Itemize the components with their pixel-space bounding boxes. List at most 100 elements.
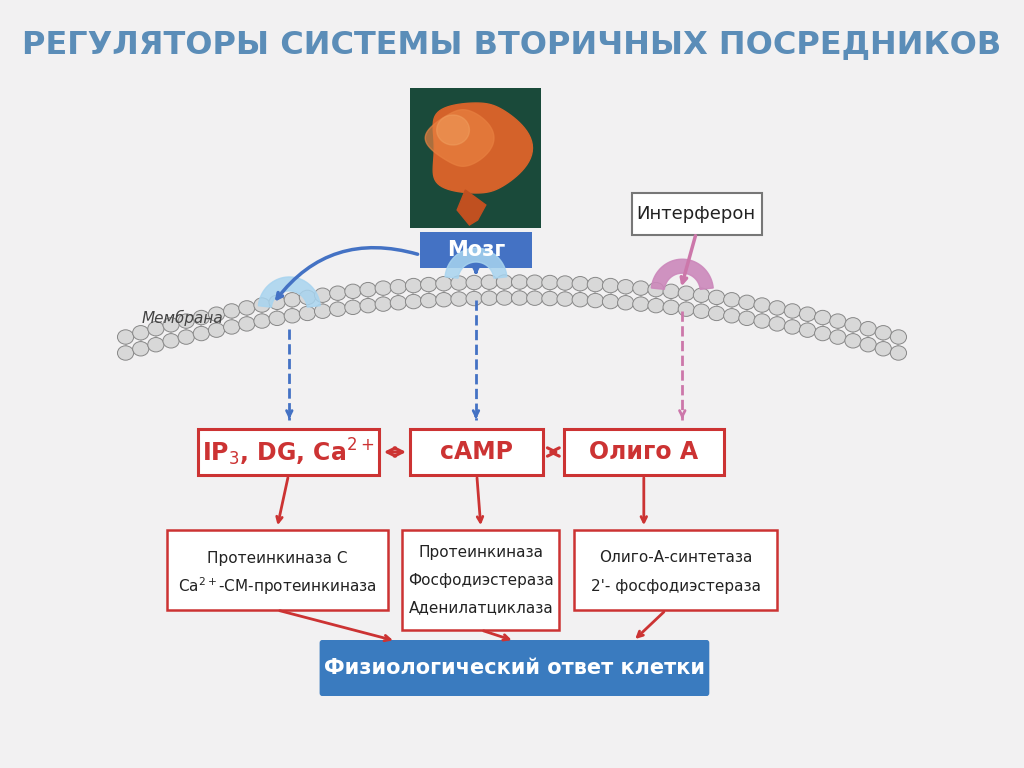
Ellipse shape: [724, 293, 739, 307]
Ellipse shape: [876, 326, 891, 340]
Ellipse shape: [829, 330, 846, 344]
FancyBboxPatch shape: [420, 232, 531, 268]
Ellipse shape: [147, 322, 164, 336]
Ellipse shape: [481, 291, 498, 306]
Text: Аденилатциклаза: Аденилатциклаза: [409, 601, 553, 615]
Ellipse shape: [178, 314, 195, 328]
Ellipse shape: [269, 295, 286, 310]
Ellipse shape: [845, 318, 861, 332]
Ellipse shape: [542, 276, 558, 290]
Polygon shape: [425, 110, 494, 167]
Ellipse shape: [194, 326, 210, 341]
Ellipse shape: [693, 304, 710, 319]
Ellipse shape: [359, 283, 376, 297]
Ellipse shape: [738, 295, 755, 310]
Ellipse shape: [133, 326, 148, 340]
Ellipse shape: [709, 290, 725, 305]
FancyBboxPatch shape: [411, 429, 543, 475]
Ellipse shape: [451, 292, 467, 306]
Ellipse shape: [209, 307, 224, 321]
Ellipse shape: [663, 284, 679, 299]
Ellipse shape: [617, 296, 634, 310]
Ellipse shape: [466, 291, 482, 306]
Polygon shape: [445, 248, 507, 278]
Ellipse shape: [223, 319, 240, 334]
Ellipse shape: [648, 299, 665, 313]
Ellipse shape: [526, 291, 543, 306]
Ellipse shape: [390, 280, 407, 294]
Ellipse shape: [572, 276, 589, 291]
Ellipse shape: [784, 304, 801, 318]
Ellipse shape: [587, 293, 603, 308]
Ellipse shape: [890, 329, 906, 344]
Polygon shape: [457, 190, 485, 225]
Ellipse shape: [406, 278, 422, 293]
Ellipse shape: [784, 319, 801, 334]
Text: Протеинкиназа С: Протеинкиназа С: [207, 551, 347, 565]
Ellipse shape: [845, 333, 861, 348]
Ellipse shape: [147, 337, 164, 352]
Ellipse shape: [285, 309, 300, 323]
FancyBboxPatch shape: [574, 530, 777, 610]
Text: Ca$^{2+}$-СМ-протеинкиназа: Ca$^{2+}$-СМ-протеинкиназа: [177, 575, 377, 597]
Ellipse shape: [466, 276, 482, 290]
FancyBboxPatch shape: [411, 88, 542, 228]
Text: Мембрана: Мембрана: [142, 310, 223, 326]
Ellipse shape: [663, 300, 679, 315]
Ellipse shape: [269, 311, 286, 326]
Ellipse shape: [754, 298, 770, 313]
FancyBboxPatch shape: [632, 193, 762, 235]
Ellipse shape: [557, 276, 573, 290]
Text: Олиго-А-синтетаза: Олиго-А-синтетаза: [599, 551, 753, 565]
Ellipse shape: [602, 278, 618, 293]
Ellipse shape: [860, 337, 877, 352]
Ellipse shape: [330, 286, 346, 300]
Ellipse shape: [587, 277, 603, 292]
Ellipse shape: [497, 291, 513, 305]
Text: cAMP: cAMP: [440, 440, 513, 464]
Ellipse shape: [375, 281, 391, 296]
FancyBboxPatch shape: [402, 530, 559, 630]
Ellipse shape: [223, 304, 240, 318]
Text: 2'- фосфодиэстераза: 2'- фосфодиэстераза: [591, 578, 761, 594]
Ellipse shape: [345, 284, 361, 299]
Text: РЕГУЛЯТОРЫ СИСТЕМЫ ВТОРИЧНЫХ ПОСРЕДНИКОВ: РЕГУЛЯТОРЫ СИСТЕМЫ ВТОРИЧНЫХ ПОСРЕДНИКОВ: [23, 29, 1001, 61]
Ellipse shape: [299, 306, 315, 320]
Polygon shape: [433, 103, 532, 193]
Ellipse shape: [526, 275, 543, 290]
Ellipse shape: [435, 276, 452, 291]
Ellipse shape: [239, 316, 255, 331]
Ellipse shape: [678, 286, 694, 300]
Ellipse shape: [330, 302, 346, 316]
Polygon shape: [651, 260, 714, 290]
Text: Протеинкиназа: Протеинкиназа: [419, 545, 544, 560]
Ellipse shape: [375, 297, 391, 311]
Ellipse shape: [511, 291, 527, 305]
Ellipse shape: [829, 314, 846, 328]
Ellipse shape: [648, 283, 665, 297]
Ellipse shape: [254, 314, 270, 328]
FancyBboxPatch shape: [198, 429, 379, 475]
FancyBboxPatch shape: [319, 640, 710, 696]
Ellipse shape: [814, 326, 830, 341]
Ellipse shape: [511, 275, 527, 290]
Ellipse shape: [314, 288, 331, 303]
Text: Олиго А: Олиго А: [589, 440, 698, 464]
Ellipse shape: [209, 323, 224, 337]
Ellipse shape: [678, 302, 694, 316]
Text: Фосфодиэстераза: Фосфодиэстераза: [408, 572, 554, 588]
Ellipse shape: [617, 280, 634, 294]
Ellipse shape: [724, 309, 739, 323]
Polygon shape: [258, 277, 321, 307]
Ellipse shape: [542, 291, 558, 306]
Text: IP$_3$, DG, Ca$^{2+}$: IP$_3$, DG, Ca$^{2+}$: [203, 436, 375, 468]
Ellipse shape: [118, 346, 134, 360]
FancyBboxPatch shape: [167, 530, 387, 610]
Ellipse shape: [239, 301, 255, 315]
FancyBboxPatch shape: [563, 429, 724, 475]
Ellipse shape: [390, 296, 407, 310]
Ellipse shape: [860, 322, 877, 336]
Ellipse shape: [557, 292, 573, 306]
Ellipse shape: [345, 300, 361, 315]
Ellipse shape: [572, 293, 589, 307]
